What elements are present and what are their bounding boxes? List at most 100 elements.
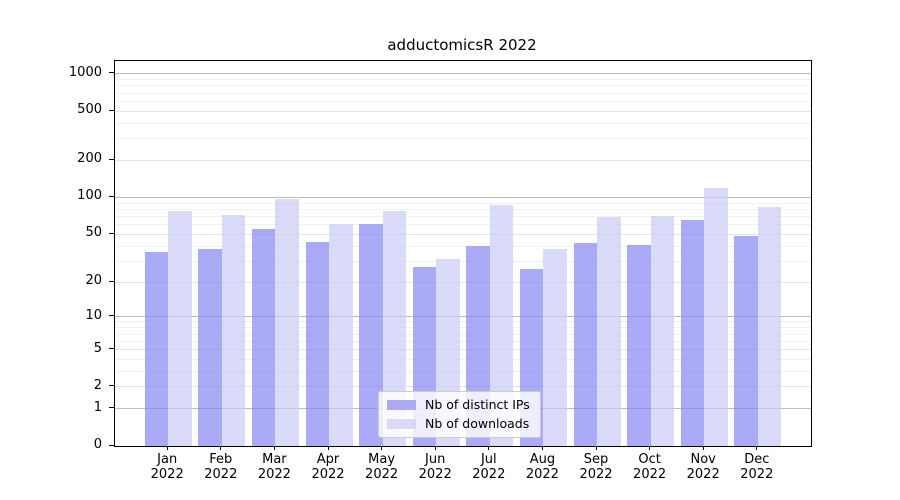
x-tick-label-month: Feb [209, 452, 233, 467]
y-tick [109, 280, 114, 282]
bar-distinct-ips-apr [305, 242, 329, 446]
y-tick-label: 200 [77, 151, 102, 167]
x-tick-label: Nov 2022 [675, 452, 731, 482]
x-tick-label-year: 2022 [150, 467, 184, 482]
x-tick-label: Jun 2022 [407, 452, 463, 482]
bar-downloads-apr [329, 223, 353, 446]
bar-downloads-jan [168, 210, 192, 446]
x-tick [381, 446, 383, 450]
x-tick-label: Feb 2022 [193, 452, 249, 482]
x-tick [649, 446, 651, 450]
y-tick [109, 385, 114, 387]
legend-item-distinct-ips: Nb of distinct IPs [387, 397, 530, 412]
gridline-major [115, 73, 811, 75]
plot-area [114, 60, 812, 447]
y-tick [109, 315, 114, 317]
x-tick-label-month: Jul [480, 452, 497, 467]
gridline-mid [115, 386, 811, 388]
y-tick-label: 0 [93, 437, 102, 452]
gridline-minor [115, 321, 811, 323]
y-tick-label: 100 [77, 188, 102, 204]
x-tick-label: Apr 2022 [300, 452, 356, 482]
y-tick-label: 20 [85, 273, 102, 289]
bar-distinct-ips-jan [144, 251, 169, 446]
bar-downloads-sep [597, 217, 621, 446]
x-tick-label: Aug 2022 [514, 452, 570, 482]
x-tick [273, 446, 275, 450]
bar-downloads-jul [489, 204, 514, 446]
legend-swatch-downloads [387, 418, 416, 429]
y-tick [109, 72, 114, 74]
gridline-minor [115, 202, 811, 204]
x-tick-label-year: 2022 [633, 467, 667, 482]
gridline-minor [115, 122, 811, 124]
x-tick-label-month: Jan [157, 452, 178, 467]
x-tick-label-month: Aug [529, 452, 556, 467]
x-tick-label-month: Jun [425, 452, 446, 467]
y-tick [109, 195, 114, 197]
y-tick-label: 50 [85, 225, 102, 241]
x-tick-label: Jan 2022 [139, 452, 195, 482]
x-tick-label-year: 2022 [257, 467, 291, 482]
gridline-minor [115, 370, 811, 372]
bar-distinct-ips-feb [198, 248, 222, 446]
y-tick [109, 232, 114, 234]
x-tick [702, 446, 704, 450]
chart-title: adductomicsR 2022 [387, 36, 537, 54]
gridline-mid [115, 349, 811, 350]
y-tick-label: 10 [85, 307, 102, 323]
legend-swatch-distinct-ips [387, 399, 416, 410]
bar-downloads-oct [650, 216, 675, 446]
x-tick-label-month: May [368, 452, 396, 467]
bar-distinct-ips-dec [734, 236, 758, 446]
x-tick-label-month: Dec [744, 452, 770, 467]
legend: Nb of distinct IPs Nb of downloads [378, 391, 541, 438]
x-tick-label: Jul 2022 [461, 452, 517, 482]
y-tick-label: 1 [93, 399, 102, 415]
bar-downloads-nov [704, 187, 728, 446]
x-tick [434, 446, 436, 450]
bar-downloads-feb [221, 214, 246, 446]
x-tick-label-month: Sep [583, 452, 609, 467]
bar-distinct-ips-oct [627, 244, 651, 446]
gridline-major [115, 316, 811, 318]
gridline-minor [115, 79, 811, 81]
x-tick-label: Dec 2022 [729, 452, 785, 482]
x-tick-label-year: 2022 [311, 467, 345, 482]
y-tick-label: 1000 [68, 64, 102, 80]
x-tick-label-year: 2022 [472, 467, 506, 482]
legend-label: Nb of downloads [425, 416, 530, 431]
gridline-minor [115, 333, 811, 335]
bar-distinct-ips-may [359, 223, 383, 446]
x-tick-label-month: Mar [262, 452, 287, 467]
bar-downloads-mar [275, 199, 299, 446]
x-tick-label: Sep 2022 [568, 452, 624, 482]
x-tick-label-year: 2022 [365, 467, 399, 482]
bar-downloads-aug [543, 248, 567, 446]
bar-distinct-ips-mar [251, 229, 276, 446]
gridline-minor [115, 138, 811, 140]
gridline-mid [115, 281, 811, 283]
x-tick-label-month: Nov [690, 452, 716, 467]
x-tick [220, 446, 222, 450]
y-tick [109, 407, 114, 409]
x-tick-label: Mar 2022 [246, 452, 302, 482]
x-tick-label-year: 2022 [686, 467, 720, 482]
y-tick-label: 500 [77, 102, 102, 118]
bar-downloads-dec [757, 206, 782, 446]
y-tick [109, 158, 114, 160]
x-tick-label-month: Apr [316, 452, 340, 467]
y-tick [109, 444, 114, 446]
y-tick-label: 5 [93, 340, 102, 356]
x-tick-label-year: 2022 [525, 467, 559, 482]
gridline-minor [115, 92, 811, 94]
x-tick [595, 446, 597, 450]
x-tick-label-year: 2022 [579, 467, 613, 482]
x-tick-label-year: 2022 [418, 467, 452, 482]
gridline-major [115, 196, 811, 198]
legend-item-downloads: Nb of downloads [387, 416, 530, 431]
gridline-mid [115, 159, 811, 161]
gridline-minor [115, 100, 811, 102]
gridline-mid [115, 233, 811, 235]
